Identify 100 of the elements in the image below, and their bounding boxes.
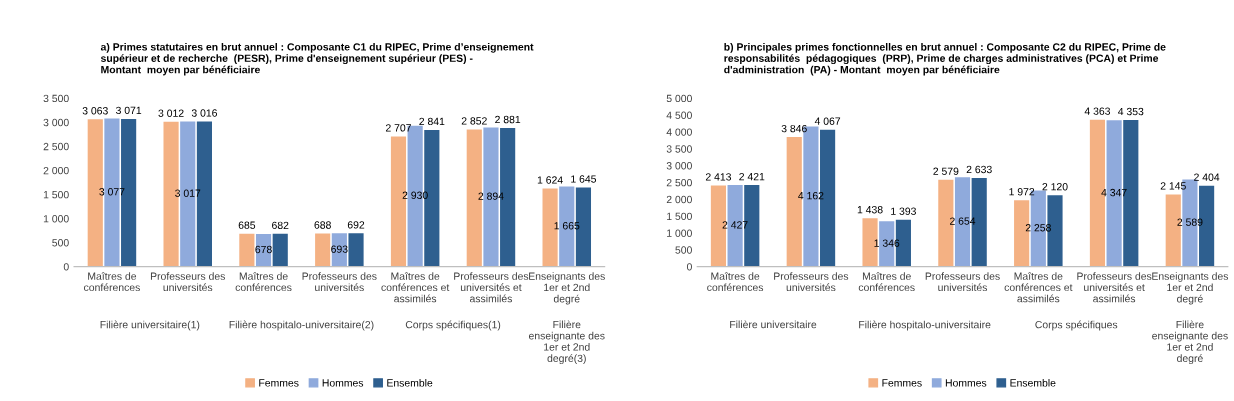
data-label: 3 016 [191,109,217,117]
data-label: 1 972 [1009,188,1035,196]
data-label: 2 589 [1177,218,1203,226]
y-tick-label: 2 500 [43,142,69,151]
x-tick-label: Professeurs des universités et assimilés [1077,272,1152,303]
text: Filière enseignante des 1er et 2nd degré [1152,320,1228,365]
x-tick-label: Professeurs des universités [774,272,849,292]
legend-label: Femmes [882,379,922,387]
bar [710,185,727,267]
data-label: 2 707 [385,124,411,132]
bar [163,121,179,267]
bar [466,129,482,267]
data-label: 4 162 [798,191,824,200]
data-label: 2 120 [1042,183,1068,191]
y-tick-label: 3 500 [43,94,69,103]
y-tick-label: 1 500 [43,190,69,199]
data-label: 2 633 [966,165,992,174]
data-label: 2 413 [705,173,732,181]
data-label: 3 846 [781,124,807,133]
data-label: 2 145 [1160,182,1186,190]
y-tick-label: 3 000 [666,162,692,170]
data-label: 4 363 [1084,107,1111,115]
bar [87,119,103,267]
text: Corps spécifiques [1035,320,1118,331]
x-tick-label: Maîtres de conférences et assimilés [1004,272,1073,303]
data-label: 1 346 [874,239,900,247]
data-label: 2 930 [402,191,428,199]
y-tick-label: 3 000 [43,118,69,127]
data-label: 1 393 [891,207,916,215]
bar [542,188,558,267]
data-label: 2 881 [495,115,521,124]
data-label: 1 438 [857,206,883,214]
y-tick-label: 1 000 [43,215,69,223]
data-label: 4 067 [814,117,841,125]
text: Filière universitaire(1) [100,320,200,331]
x-tick-label: Maîtres de conférences et assimilés [381,272,450,303]
data-label: 2 894 [478,192,504,200]
text: Filière hospitalo-universitaire [859,320,991,331]
data-label: 2 852 [461,117,487,125]
bar [1089,119,1106,267]
data-label: 3 077 [99,188,125,196]
bar [938,179,954,267]
y-tick-label: 4 500 [666,111,692,119]
x-tick-label: Maîtres de conférences [858,272,915,292]
chart-title: b) Principales primes fonctionnelles en brut annuel : Composante C2 du RIPEC, Prime de responsabilités pédagogiques (PRP), Prime de charges administratives (PCA) et Prime d'administration (PA) - Montant moyen par bénéficiaire [724,42,1166,76]
legend-label: Hommes [945,379,987,387]
bar [862,218,878,267]
data-label: 693 [331,245,348,253]
data-label: 1 665 [554,222,580,230]
y-tick-label: 4 000 [666,128,692,136]
bar [1165,194,1181,267]
bar [239,233,255,267]
x-tick-label: Enseignants des 1er et 2nd degré [1152,272,1229,305]
x-tick-label: Professeurs des universités [925,272,1000,292]
data-label: 2 841 [419,117,445,126]
y-tick-label: 1 500 [667,212,692,221]
data-label: 3 017 [175,189,201,197]
data-label: 4 353 [1118,107,1144,116]
data-label: 692 [347,221,365,229]
data-label: 2 421 [739,172,765,181]
y-tick-label: 2 000 [666,195,692,204]
bar [272,233,288,267]
data-label: 2 404 [1194,173,1220,181]
x-tick-label: Maîtres de conférences [84,272,140,292]
y-tick-label: 3 500 [666,145,692,153]
legend-label: Hommes [322,379,364,387]
bar [1014,200,1030,267]
legend-label: Ensemble [387,378,433,387]
data-label: 682 [272,221,289,230]
x-tick-label: Maîtres de conférences [707,272,764,292]
data-label: 1 624 [537,176,563,184]
x-tick-label: Maîtres de conférences [235,272,292,292]
y-tick-label: 2 500 [666,178,692,187]
y-tick-label: 500 [675,246,692,254]
data-label: 1 645 [571,175,597,183]
bar [786,137,802,267]
data-label: 2 654 [950,217,976,225]
y-tick-label: 500 [52,239,69,247]
data-label: 4 347 [1101,188,1127,197]
data-label: 2 427 [722,221,748,229]
y-tick-label: 2 000 [43,166,69,175]
x-tick-label: Enseignants des 1er et 2nd degré [529,272,605,305]
y-tick-label: 0 [686,263,692,271]
y-tick-label: 1 000 [667,229,692,237]
data-label: 688 [314,221,331,229]
data-label: 2 258 [1025,224,1051,232]
legend-label: Ensemble [1010,378,1056,387]
bar [390,136,407,267]
x-tick-label: Professeurs des universités et assimilés [454,272,529,303]
data-label: 3 071 [115,106,142,115]
bar [315,233,331,267]
data-label: 678 [255,245,272,254]
data-label: 3 063 [82,107,108,115]
data-label: 685 [238,221,256,229]
y-tick-label: 0 [63,263,69,271]
x-tick-label: Professeurs des universités [150,272,225,292]
y-tick-label: 5 000 [666,94,692,103]
data-label: 2 579 [933,167,959,175]
x-tick-label: Professeurs des universités [302,272,377,292]
text: Filière hospitalo-universitaire(2) [229,320,374,331]
